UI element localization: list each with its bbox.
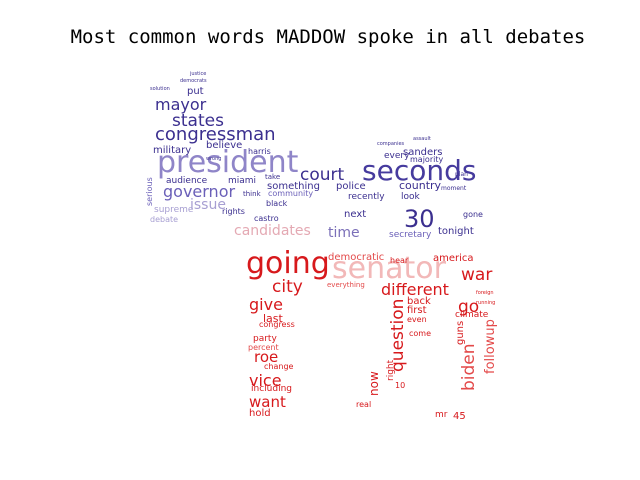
word-black: black	[266, 199, 288, 208]
word-10: 10	[395, 381, 405, 390]
word-congressman: congressman	[155, 124, 276, 145]
word-every: every	[384, 151, 410, 161]
word-give: give	[249, 295, 283, 314]
word-followup: followup	[483, 319, 498, 374]
word-companies: companies	[377, 141, 405, 147]
word-police: police	[336, 181, 366, 192]
word-castro: castro	[254, 214, 279, 223]
word-president: president	[157, 145, 299, 180]
word-majority: majority	[410, 155, 443, 164]
word-hold: hold	[249, 408, 271, 419]
word-vice: vice	[249, 371, 282, 390]
word-45: 45	[453, 411, 466, 422]
word-right: right	[386, 359, 396, 381]
word-miami: miami	[228, 176, 256, 186]
word-roe: roe	[254, 348, 278, 366]
word-even: even	[407, 315, 427, 324]
word-30: 30	[404, 205, 435, 233]
word-sanders: sanders	[403, 147, 443, 158]
word-think: think	[243, 190, 262, 198]
word-foreign: foreign	[476, 290, 494, 296]
word-audience: audience	[166, 176, 208, 186]
word-plan: plan	[455, 171, 468, 178]
word-everything: everything	[327, 281, 365, 289]
word-country: country	[399, 179, 442, 192]
word-governor: governor	[163, 182, 235, 201]
word-go: go	[458, 297, 479, 317]
word-including: including	[251, 384, 292, 394]
word-war: war	[461, 265, 492, 285]
word-take: take	[265, 173, 280, 181]
word-senator: senator	[332, 251, 447, 286]
word-gone: gone	[463, 210, 483, 219]
word-time: time	[328, 225, 360, 241]
word-want: want	[249, 393, 286, 411]
word-next: next	[344, 209, 366, 220]
word-change: change	[264, 362, 294, 371]
word-serious: serious	[145, 177, 154, 206]
word-justice: justice	[189, 71, 206, 77]
word-america: america	[433, 253, 474, 264]
word-debate: debate	[150, 215, 178, 224]
word-last: last	[263, 312, 284, 325]
word-something: something	[267, 181, 320, 192]
word-harris: harris	[248, 147, 271, 156]
word-running: running	[476, 300, 495, 306]
word-moment: moment	[441, 185, 467, 192]
word-issue: issue	[190, 197, 226, 213]
word-democratic: democratic	[328, 252, 384, 263]
word-mr: mr	[435, 410, 448, 420]
word-biden: biden	[459, 343, 479, 391]
word-mayor: mayor	[155, 95, 207, 114]
word-believe: believe	[206, 140, 242, 151]
word-recently: recently	[348, 192, 385, 202]
word-guns: guns	[455, 321, 466, 345]
word-question: question	[388, 299, 408, 372]
word-secretary: secretary	[389, 230, 432, 240]
word-seconds: seconds	[362, 154, 476, 187]
word-real: real	[356, 400, 371, 409]
word-candidates: candidates	[234, 223, 311, 239]
word-congress: congress	[259, 320, 295, 329]
word-solution: solution	[150, 86, 170, 92]
word-wrong: wrong	[206, 156, 221, 162]
word-tonight: tonight	[438, 226, 474, 237]
word-democrats: democrats	[180, 78, 207, 84]
word-climate: climate	[455, 310, 489, 320]
word-back: back	[407, 296, 431, 307]
word-military: military	[153, 145, 191, 156]
word-city: city	[272, 277, 303, 297]
chart-title: Most common words MADDOW spoke in all de…	[70, 26, 586, 48]
word-rights: rights	[222, 207, 245, 216]
word-states: states	[172, 111, 224, 131]
word-look: look	[401, 192, 421, 202]
word-put: put	[187, 86, 204, 97]
word-first: first	[407, 305, 427, 316]
word-party: party	[253, 334, 277, 344]
word-now: now	[367, 371, 381, 396]
word-hear: hear	[390, 256, 409, 265]
word-community: community	[268, 189, 313, 198]
word-different: different	[381, 280, 449, 299]
word-going: going	[246, 246, 330, 281]
word-supreme: supreme	[154, 205, 194, 215]
word-assault: assault	[413, 136, 431, 142]
word-percent: percent	[248, 343, 279, 352]
word-court: court	[300, 165, 345, 185]
word-come: come	[409, 329, 431, 338]
